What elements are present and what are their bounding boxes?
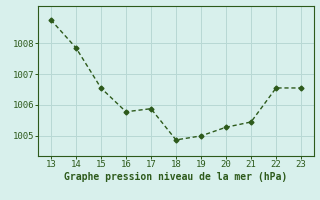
X-axis label: Graphe pression niveau de la mer (hPa): Graphe pression niveau de la mer (hPa)	[64, 172, 288, 182]
